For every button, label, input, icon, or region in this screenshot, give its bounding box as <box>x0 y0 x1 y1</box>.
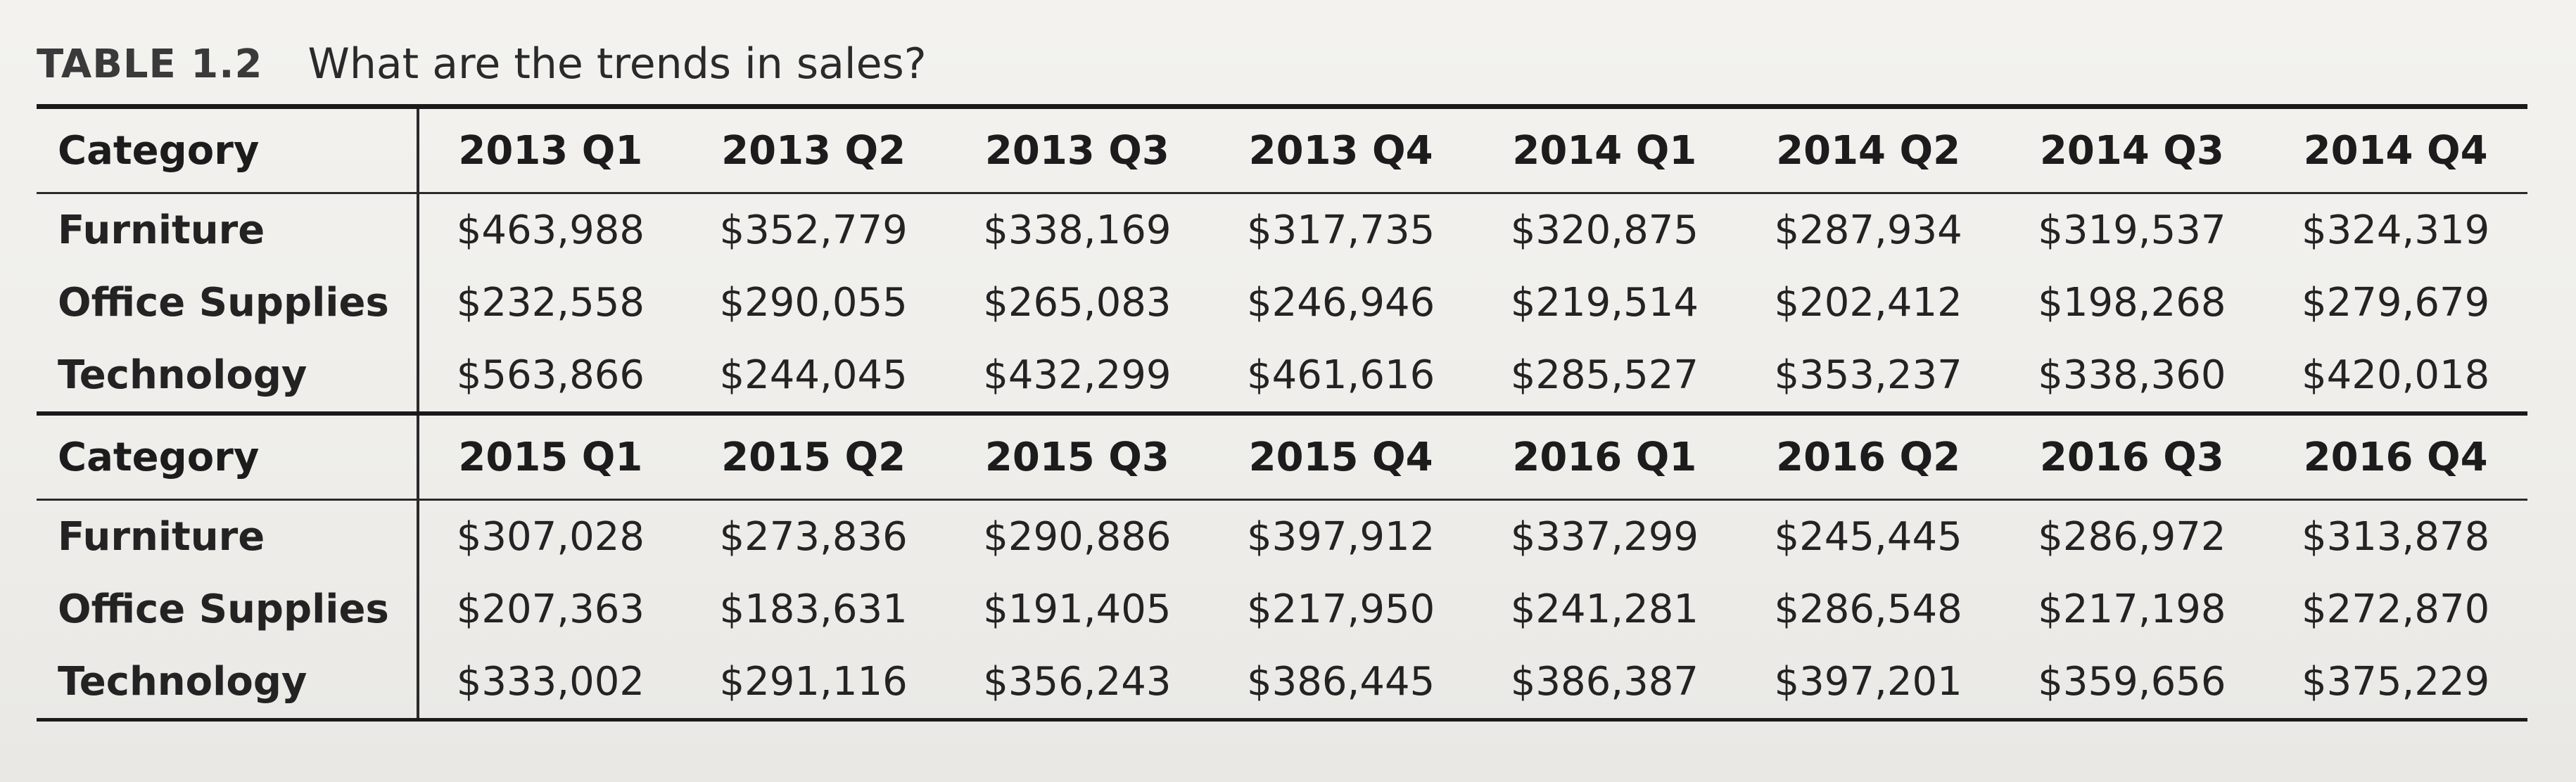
sales-value-cell: $198,268 <box>2038 280 2226 326</box>
sales-value-cell: $217,950 <box>1247 586 1435 632</box>
sales-value-cell: $279,679 <box>2302 280 2490 326</box>
column-header-quarter: 2013 Q4 <box>1209 104 1473 194</box>
sales-table-container: Category 2013 Q1 2013 Q2 2013 Q3 2013 Q4 2014… <box>37 104 2527 722</box>
sales-value-cell: $317,735 <box>1247 207 1435 253</box>
sales-value-cell: $290,886 <box>983 514 1172 560</box>
column-header-quarter: 2013 Q2 <box>681 104 946 194</box>
sales-value-cell: $191,405 <box>983 586 1172 632</box>
sales-value-cell: $352,779 <box>719 207 908 253</box>
sales-value-cell: $244,045 <box>719 352 908 398</box>
sales-value-cell: $291,116 <box>681 646 946 722</box>
sales-value-cell: $285,527 <box>1510 352 1699 398</box>
sales-value-cell: $463,988 <box>456 207 645 253</box>
sales-value-cell: $217,198 <box>2038 586 2226 632</box>
column-header-quarter: 2014 Q4 <box>2264 104 2527 194</box>
row-category-label: Furniture <box>37 499 419 573</box>
table-block-2013-2014: Category 2013 Q1 2013 Q2 2013 Q3 2013 Q4 2014… <box>37 104 2527 414</box>
table-row: Furniture $307,028 $273,836 $290,886 $397,91… <box>37 499 2527 573</box>
sales-value-cell: $420,018 <box>2302 352 2490 398</box>
sales-value-cell: $246,946 <box>1247 280 1435 326</box>
sales-value-cell: $359,656 <box>2000 646 2264 722</box>
sales-value-cell: $461,616 <box>1247 352 1435 398</box>
sales-value-cell: $319,537 <box>2038 207 2226 253</box>
column-header-quarter: 2016 Q2 <box>1736 411 2000 501</box>
column-header-quarter: 2015 Q1 <box>418 411 682 501</box>
column-header-quarter: 2016 Q4 <box>2264 411 2527 501</box>
sales-value-cell: $232,558 <box>456 280 645 326</box>
sales-value-cell: $563,866 <box>456 352 645 398</box>
table-row: Office Supplies $232,558 $290,055 $265,083 $… <box>37 267 2527 339</box>
sales-trends-table: Category 2013 Q1 2013 Q2 2013 Q3 2013 Q4 2014… <box>37 104 2527 722</box>
sales-value-cell: $207,363 <box>456 586 645 632</box>
sales-value-cell: $333,002 <box>418 646 682 722</box>
sales-value-cell: $287,934 <box>1774 207 1962 253</box>
column-header-quarter: 2013 Q3 <box>945 104 1210 194</box>
sales-value-cell: $397,201 <box>1736 646 2000 722</box>
sales-value-cell: $219,514 <box>1510 280 1699 326</box>
row-category-label: Furniture <box>37 193 419 267</box>
column-header-category: Category <box>37 411 419 501</box>
sales-value-cell: $320,875 <box>1510 207 1699 253</box>
sales-value-cell: $324,319 <box>2302 207 2490 253</box>
row-category-label: Technology <box>37 646 419 722</box>
sales-value-cell: $313,878 <box>2302 514 2490 560</box>
column-header-quarter: 2015 Q3 <box>945 411 1210 501</box>
table-row: Office Supplies $207,363 $183,631 $191,405 $… <box>37 573 2527 646</box>
table-row: Furniture $463,988 $352,779 $338,169 $317,73… <box>37 193 2527 267</box>
sales-value-cell: $241,281 <box>1510 586 1699 632</box>
header-row: Category 2015 Q1 2015 Q2 2015 Q3 2015 Q4 2016… <box>37 411 2527 501</box>
column-header-quarter: 2016 Q3 <box>2000 411 2264 501</box>
table-number: TABLE 1.2 <box>37 41 263 87</box>
sales-value-cell: $386,387 <box>1473 646 1737 722</box>
column-header-quarter: 2014 Q1 <box>1473 104 1737 194</box>
sales-value-cell: $286,972 <box>2038 514 2226 560</box>
table-row: Technology $563,866 $244,045 $432,299 $461,6… <box>37 339 2527 414</box>
row-category-label: Office Supplies <box>37 573 419 646</box>
sales-value-cell: $397,912 <box>1247 514 1435 560</box>
sales-value-cell: $338,169 <box>983 207 1172 253</box>
header-row: Category 2013 Q1 2013 Q2 2013 Q3 2013 Q4 2014… <box>37 104 2527 194</box>
sales-value-cell: $337,299 <box>1510 514 1699 560</box>
column-header-quarter: 2015 Q4 <box>1209 411 1473 501</box>
sales-value-cell: $338,360 <box>2038 352 2226 398</box>
sales-value-cell: $375,229 <box>2264 646 2527 722</box>
sales-value-cell: $353,237 <box>1774 352 1962 398</box>
column-header-quarter: 2013 Q1 <box>418 104 682 194</box>
column-header-quarter: 2015 Q2 <box>681 411 946 501</box>
sales-value-cell: $307,028 <box>456 514 645 560</box>
sales-value-cell: $386,445 <box>1209 646 1473 722</box>
sales-value-cell: $202,412 <box>1774 280 1962 326</box>
table-block-2015-2016: Category 2015 Q1 2015 Q2 2015 Q3 2015 Q4 2016… <box>37 411 2527 722</box>
sales-value-cell: $265,083 <box>983 280 1172 326</box>
table-row: Technology $333,002 $291,116 $356,243 $386,4… <box>37 646 2527 722</box>
sales-value-cell: $432,299 <box>983 352 1172 398</box>
column-header-quarter: 2014 Q3 <box>2000 104 2264 194</box>
sales-value-cell: $286,548 <box>1774 586 1962 632</box>
sales-value-cell: $273,836 <box>719 514 908 560</box>
table-caption: TABLE 1.2 What are the trends in sales? <box>37 32 927 96</box>
sales-value-cell: $272,870 <box>2302 586 2490 632</box>
table-title: What are the trends in sales? <box>307 39 927 89</box>
sales-value-cell: $290,055 <box>719 280 908 326</box>
column-header-quarter: 2014 Q2 <box>1736 104 2000 194</box>
sales-value-cell: $245,445 <box>1774 514 1962 560</box>
column-header-quarter: 2016 Q1 <box>1473 411 1737 501</box>
row-category-label: Technology <box>37 339 419 414</box>
sales-value-cell: $183,631 <box>719 586 908 632</box>
column-header-category: Category <box>37 104 419 194</box>
row-category-label: Office Supplies <box>37 267 419 339</box>
sales-value-cell: $356,243 <box>945 646 1210 722</box>
